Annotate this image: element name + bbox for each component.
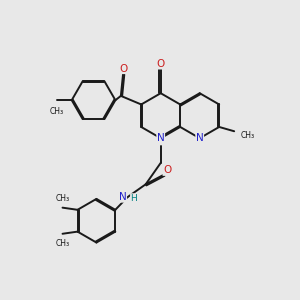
- Text: O: O: [157, 59, 165, 69]
- Text: O: O: [163, 165, 171, 176]
- Text: CH₃: CH₃: [56, 238, 70, 247]
- Text: N: N: [157, 133, 165, 143]
- Text: N: N: [196, 133, 204, 143]
- Text: N: N: [119, 192, 127, 202]
- Text: CH₃: CH₃: [56, 194, 70, 203]
- Text: O: O: [119, 64, 127, 74]
- Text: H: H: [130, 194, 137, 203]
- Text: CH₃: CH₃: [241, 131, 255, 140]
- Text: CH₃: CH₃: [50, 107, 64, 116]
